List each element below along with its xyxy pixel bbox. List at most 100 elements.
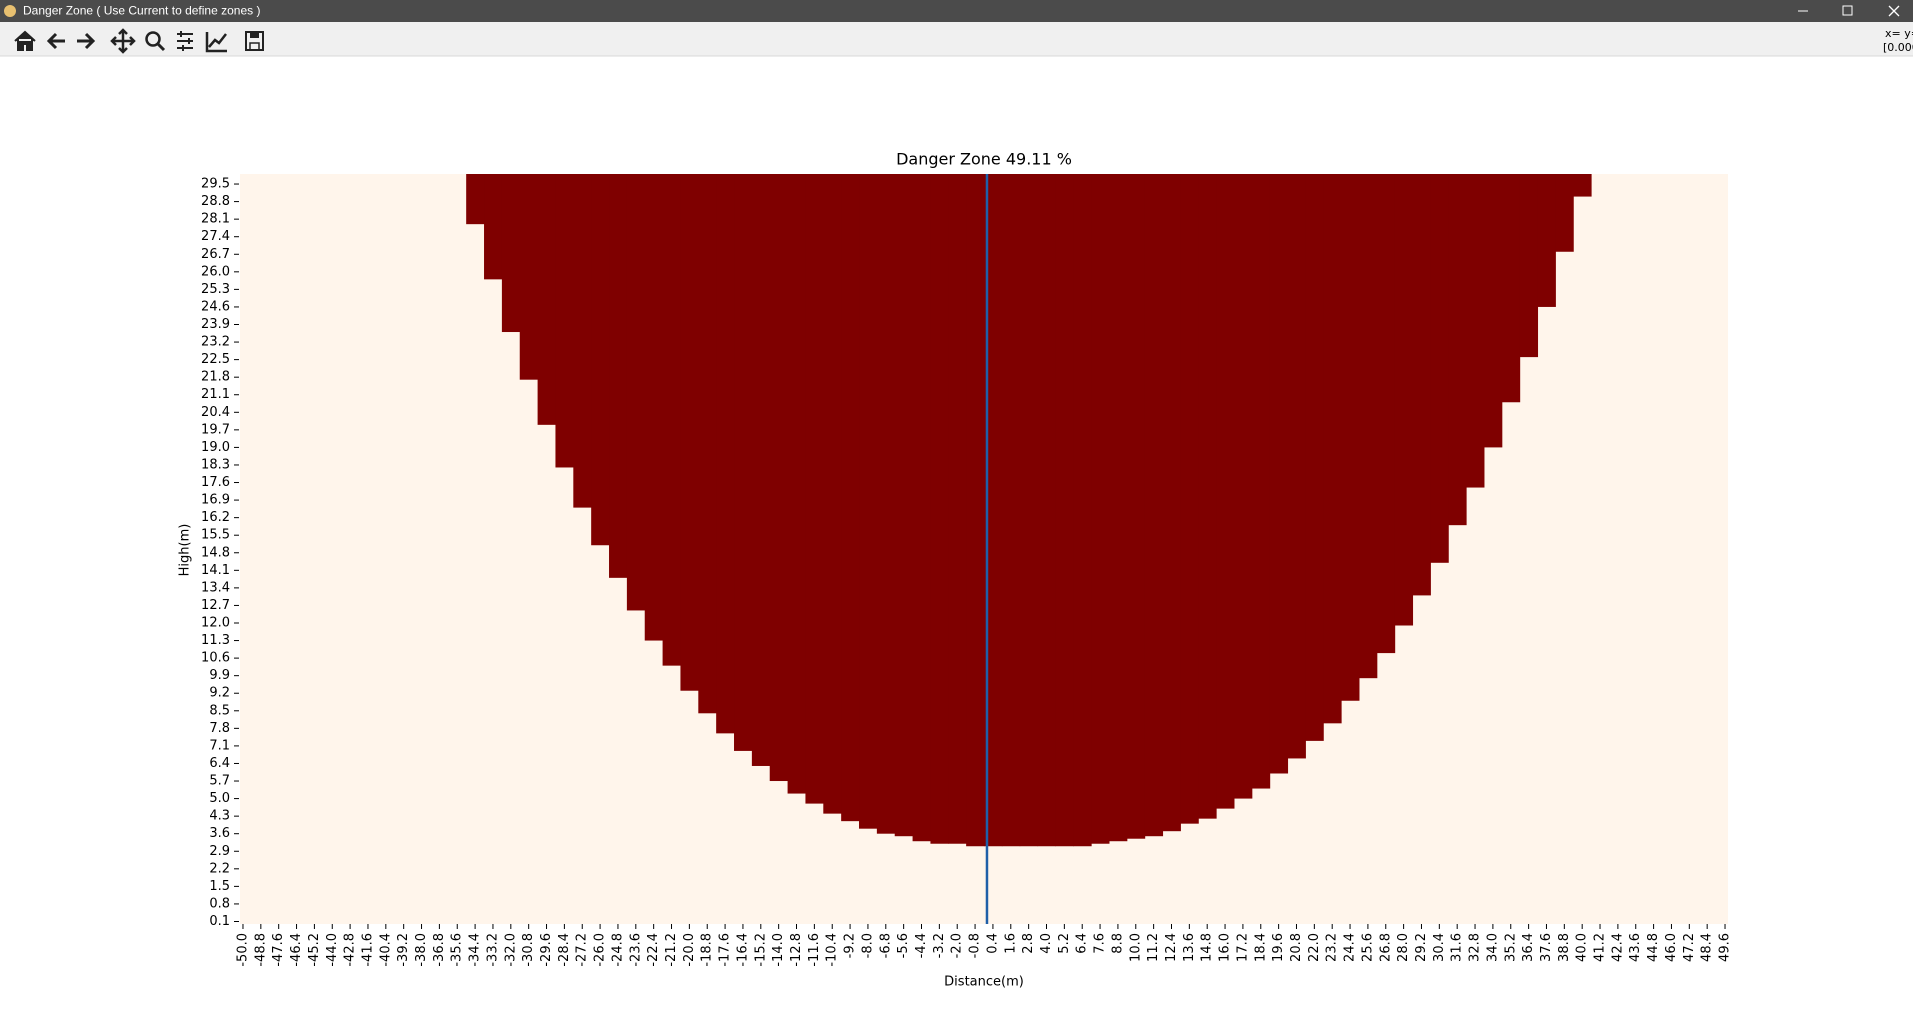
pan-button[interactable] xyxy=(110,28,136,54)
y-tick-label: 12.0 xyxy=(201,615,230,630)
y-tick-label: 0.8 xyxy=(209,896,230,911)
danger-zone-cell xyxy=(876,174,896,834)
x-tick-label: 20.8 xyxy=(1289,933,1304,962)
y-tick-label: 7.1 xyxy=(209,738,230,753)
danger-zone-cell xyxy=(1198,174,1217,819)
x-tick-label: 23.2 xyxy=(1325,933,1340,962)
danger-zone-cell xyxy=(769,174,789,782)
y-tick-label: 2.2 xyxy=(209,861,230,876)
danger-zone-cell xyxy=(930,174,949,844)
x-tick-label: 25.6 xyxy=(1360,933,1375,962)
danger-zone-cell xyxy=(1269,174,1289,774)
home-button[interactable] xyxy=(14,30,36,51)
x-tick-label: -34.4 xyxy=(468,933,483,967)
x-tick-label: 4.0 xyxy=(1039,933,1054,954)
x-tick-label: -14.0 xyxy=(771,933,786,967)
danger-zone-cell xyxy=(716,174,735,734)
x-tick-label: -27.2 xyxy=(575,933,590,967)
x-tick-label: 32.8 xyxy=(1468,933,1483,962)
app-icon xyxy=(4,5,16,17)
x-tick-label: -29.6 xyxy=(539,933,554,967)
x-tick-label: 31.6 xyxy=(1450,933,1465,962)
y-tick-label: 18.3 xyxy=(201,457,230,472)
edit-axes-button[interactable] xyxy=(205,32,227,53)
x-tick-label: 17.2 xyxy=(1235,933,1250,962)
x-tick-label: -6.8 xyxy=(878,933,893,958)
x-tick-label: -40.4 xyxy=(378,933,393,967)
forward-button[interactable] xyxy=(77,32,96,50)
x-tick-label: 36.4 xyxy=(1521,933,1536,962)
danger-zone-cell xyxy=(823,174,842,814)
y-tick-label: 5.0 xyxy=(209,791,230,806)
toolbar xyxy=(0,22,1913,56)
danger-zone-cell xyxy=(1233,174,1253,799)
x-tick-label: -41.6 xyxy=(360,933,375,967)
y-tick-label: 21.1 xyxy=(201,387,230,402)
save-button[interactable] xyxy=(245,31,264,51)
y-tick-label: 1.5 xyxy=(209,879,230,894)
x-tick-label: 46.0 xyxy=(1664,933,1679,962)
configure-button[interactable] xyxy=(177,31,193,51)
y-tick-label: 17.6 xyxy=(201,475,230,490)
zoom-button[interactable] xyxy=(145,31,166,52)
x-tick-label: -9.2 xyxy=(843,933,858,958)
x-tick-label: -11.6 xyxy=(807,933,822,967)
danger-zone-cell xyxy=(1430,174,1449,563)
x-tick-label: -46.4 xyxy=(289,933,304,967)
x-tick-label: -50.0 xyxy=(235,933,250,967)
x-tick-label: -5.6 xyxy=(896,933,911,958)
x-tick-label: 18.4 xyxy=(1253,933,1268,962)
x-tick-label: 49.6 xyxy=(1718,933,1733,962)
danger-zone-cell xyxy=(1323,174,1342,724)
x-tick-label: -39.2 xyxy=(396,933,411,967)
danger-zone-cell xyxy=(1305,174,1324,741)
x-tick-label: 7.6 xyxy=(1093,933,1108,954)
x-tick-label: -20.0 xyxy=(682,933,697,967)
y-tick-label: 0.1 xyxy=(209,914,230,929)
x-tick-label: 16.0 xyxy=(1218,933,1233,962)
restore-button[interactable] xyxy=(1842,5,1853,16)
danger-zone-cell xyxy=(984,174,1003,847)
window-title: Danger Zone ( Use Current to define zone… xyxy=(23,4,260,18)
danger-zone-cell xyxy=(1341,174,1360,701)
x-tick-label: 6.4 xyxy=(1075,933,1090,954)
y-tick-label: 20.4 xyxy=(201,405,230,420)
danger-zone-cell xyxy=(1162,174,1181,832)
danger-zone-cell xyxy=(894,174,914,837)
y-tick-label: 4.3 xyxy=(209,809,230,824)
x-tick-label: 26.8 xyxy=(1378,933,1393,962)
danger-zone-cell xyxy=(805,174,824,804)
x-tick-label: 5.2 xyxy=(1057,933,1072,954)
danger-zone-cell xyxy=(1573,174,1592,197)
back-button[interactable] xyxy=(46,32,65,50)
x-tick-label: 34.0 xyxy=(1485,933,1500,962)
x-tick-label: 40.0 xyxy=(1575,933,1590,962)
x-tick-label: -24.8 xyxy=(610,933,625,967)
danger-zone-cell xyxy=(1394,174,1414,626)
danger-zone-cell xyxy=(644,174,664,641)
x-tick-label: -26.0 xyxy=(593,933,608,967)
x-tick-label: 44.8 xyxy=(1646,933,1661,962)
danger-zone-cell xyxy=(573,174,592,508)
danger-zone-cell xyxy=(841,174,860,822)
danger-zone-cell xyxy=(787,174,806,794)
danger-zone-cell xyxy=(1358,174,1378,679)
y-tick-label: 2.9 xyxy=(209,844,230,859)
x-tick-label: -45.2 xyxy=(307,933,322,967)
close-button[interactable] xyxy=(1888,5,1900,17)
y-tick-label: 29.5 xyxy=(201,177,230,192)
y-tick-label: 16.2 xyxy=(201,510,230,525)
y-tick-label: 11.3 xyxy=(201,633,230,648)
chart: Danger Zone 49.11 % Distance(m) High(m) … xyxy=(178,150,1733,990)
y-tick-label: 26.7 xyxy=(201,247,230,262)
danger-zone-cell xyxy=(484,174,503,280)
danger-zone-cell xyxy=(1180,174,1199,824)
x-tick-label: -16.4 xyxy=(735,933,750,967)
danger-zone-cell xyxy=(1091,174,1110,844)
danger-zone-cell xyxy=(537,174,556,425)
danger-zone-cell xyxy=(912,174,931,842)
danger-zone-cell xyxy=(519,174,539,380)
